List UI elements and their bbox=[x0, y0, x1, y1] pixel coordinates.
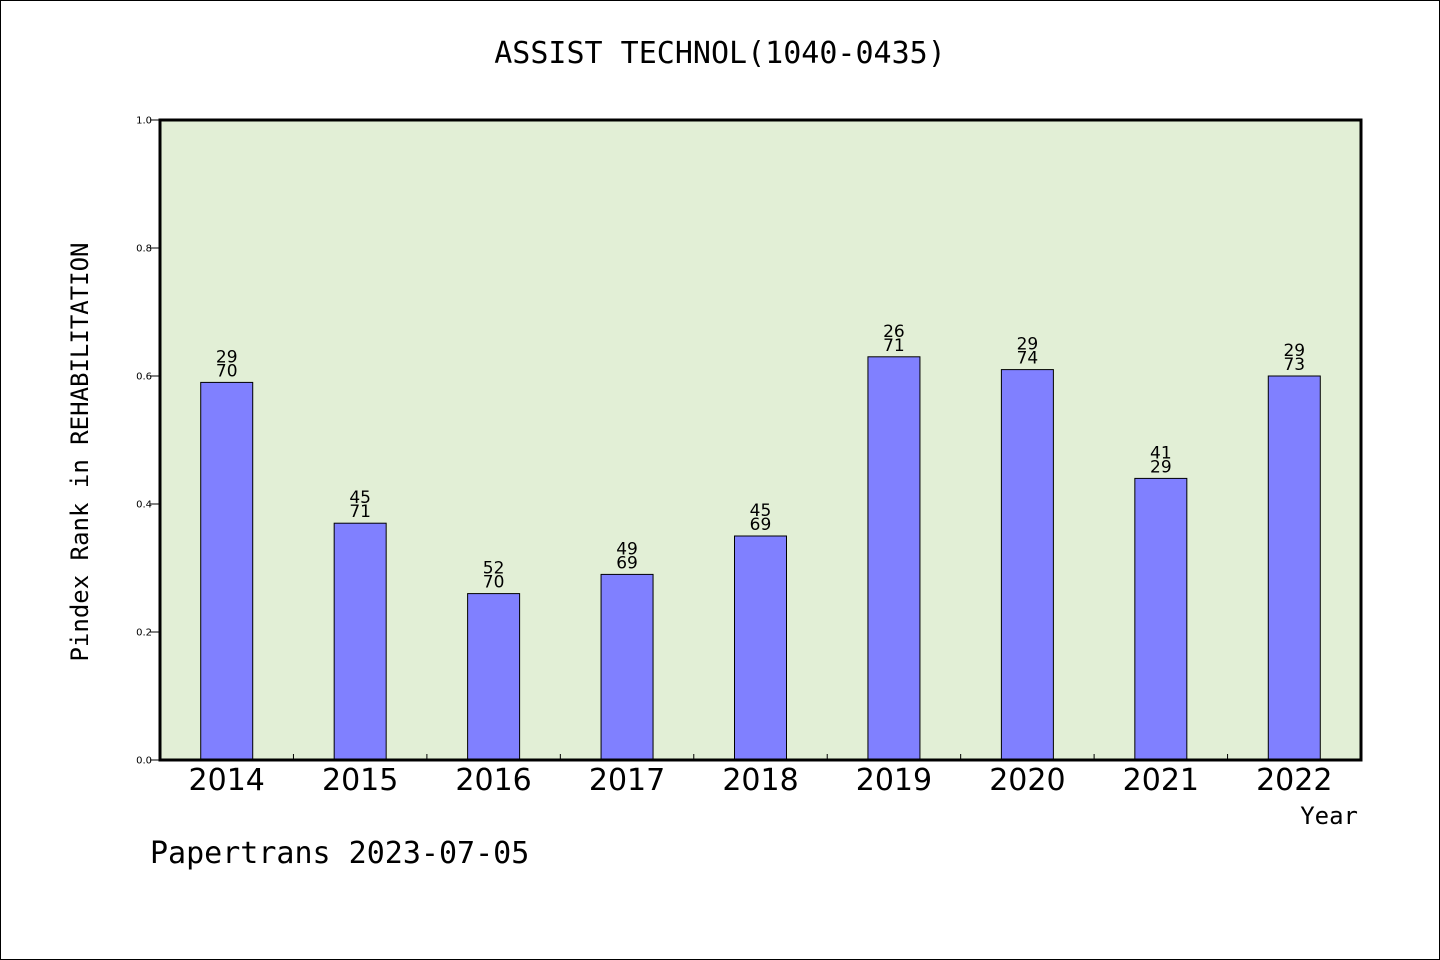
x-tick-label: 2016 bbox=[455, 763, 531, 798]
bar-label-bottom: 69 bbox=[750, 515, 772, 535]
y-tick-label: 0.6 bbox=[136, 372, 152, 383]
bar-label-top: 49 bbox=[616, 539, 638, 559]
bar-label-top: 52 bbox=[483, 559, 505, 579]
bar-label-top: 45 bbox=[750, 501, 772, 521]
y-tick-label: 0.2 bbox=[136, 628, 152, 639]
x-tick-label: 2021 bbox=[1123, 763, 1199, 798]
x-tick-label: 2015 bbox=[322, 763, 398, 798]
bar bbox=[734, 535, 787, 761]
bar bbox=[333, 522, 387, 761]
bar-label-top: 29 bbox=[1017, 335, 1039, 355]
bar bbox=[200, 381, 254, 761]
bar-label-top: 45 bbox=[349, 488, 371, 508]
chart-title: ASSIST TECHNOL(1040-0435) bbox=[494, 36, 946, 71]
bar-label-bottom: 71 bbox=[883, 336, 905, 356]
bar bbox=[1000, 369, 1054, 761]
footer-credit: Papertrans 2023-07-05 bbox=[150, 836, 530, 871]
bar bbox=[600, 573, 654, 761]
y-tick-label: 0.8 bbox=[136, 244, 152, 255]
bar bbox=[867, 356, 921, 761]
y-tick-label: 0.4 bbox=[136, 500, 152, 511]
bar-label-bottom: 71 bbox=[349, 502, 371, 522]
bar-label-top: 26 bbox=[883, 322, 905, 342]
bar-label-bottom: 73 bbox=[1283, 355, 1305, 375]
bar-label-bottom: 74 bbox=[1017, 349, 1039, 369]
bar-label-bottom: 70 bbox=[483, 573, 505, 593]
plot-border bbox=[158, 118, 1363, 762]
y-tick-label: 0.0 bbox=[136, 756, 152, 767]
bar bbox=[467, 593, 521, 761]
bar-label-top: 41 bbox=[1150, 443, 1172, 463]
bar bbox=[1267, 375, 1321, 761]
x-tick-label: 2017 bbox=[589, 763, 665, 798]
bar bbox=[1134, 477, 1188, 761]
bar-label-top: 29 bbox=[216, 347, 238, 367]
x-tick-label: 2022 bbox=[1256, 763, 1332, 798]
x-tick-label: 2020 bbox=[989, 763, 1065, 798]
bar-label-top: 29 bbox=[1283, 341, 1305, 361]
x-tick-label: 2018 bbox=[722, 763, 798, 798]
bar-label-bottom: 29 bbox=[1150, 457, 1172, 477]
x-tick-label: 2014 bbox=[189, 763, 265, 798]
bar-label-bottom: 70 bbox=[216, 361, 238, 381]
x-axis-label: Year bbox=[1300, 802, 1358, 830]
y-tick-label: 1.0 bbox=[136, 116, 152, 127]
x-axis: 2014 2015 2016 2017 2018 2019 2020 2021 2022 bbox=[189, 754, 1332, 798]
x-tick-label: 2019 bbox=[856, 763, 932, 798]
y-axis: 0.0 0.2 0.4 0.6 0.8 1.0 bbox=[136, 116, 160, 767]
bar-label-bottom: 69 bbox=[616, 553, 638, 573]
